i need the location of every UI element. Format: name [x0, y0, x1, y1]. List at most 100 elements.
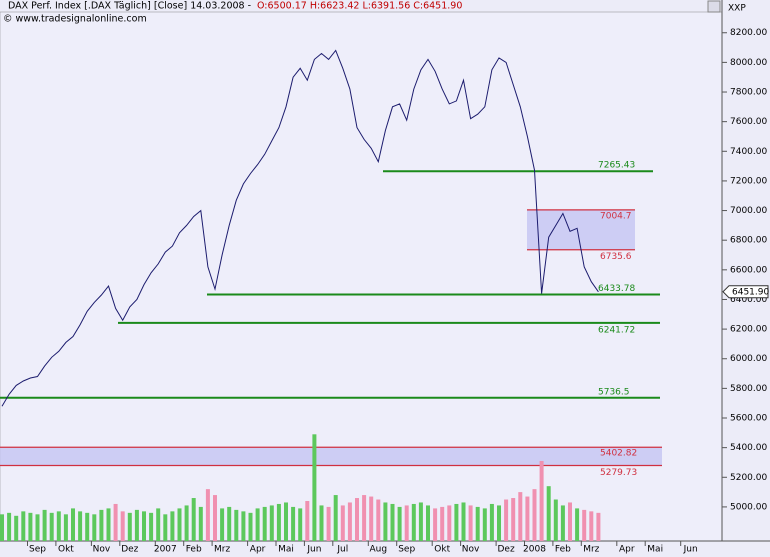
y-tick-label: 5000.00: [730, 502, 767, 512]
volume-bar: [113, 503, 118, 541]
volume-bar: [14, 515, 19, 541]
volume-bar: [312, 434, 317, 541]
x-tick-label: 2008: [523, 545, 546, 555]
zone-high-label: 5402.82: [600, 449, 637, 459]
zone-high-label: 7004.7: [600, 211, 632, 221]
zone-low-label: 6735.6: [600, 252, 632, 262]
volume-bar: [447, 505, 452, 541]
last-price-box: [722, 285, 769, 299]
chart-title: DAX Perf. Index [.DAX Täglich] [Close] 1…: [8, 1, 251, 12]
x-tick-label: Okt: [58, 545, 74, 555]
y-tick-label: 8200.00: [730, 28, 767, 38]
volume-bar: [546, 486, 551, 541]
volume-bar: [56, 511, 61, 541]
x-tick-label: Jun: [683, 545, 698, 555]
x-tick-label: Okt: [434, 545, 450, 555]
volume-bar: [305, 500, 310, 541]
volume-bar: [142, 511, 146, 541]
volume-bar: [291, 506, 296, 541]
volume-bar: [383, 502, 388, 541]
volume-bar: [71, 508, 75, 541]
volume-bar: [482, 508, 487, 541]
volume-bar: [454, 503, 459, 541]
close-button[interactable]: [707, 0, 721, 13]
volume-bar: [163, 514, 168, 541]
volume-bar: [227, 506, 232, 541]
volume-bar: [213, 495, 217, 541]
volume-bar: [298, 508, 303, 541]
volume-bar: [78, 511, 83, 541]
ohlc: O:6500.17 H:6623.42 L:6391.56 C:6451.90: [257, 1, 462, 12]
volume-bar: [120, 511, 125, 541]
volume-bar: [355, 498, 359, 541]
volume-bar: [269, 505, 274, 541]
price-line: [1, 49, 599, 407]
volume-bar: [21, 511, 26, 541]
volume-bar: [397, 506, 402, 541]
axis-unit: XXP: [728, 4, 746, 14]
volume-bar: [262, 506, 267, 541]
volume-bar: [461, 502, 466, 541]
volume-bar: [42, 509, 47, 541]
volume-bar: [191, 498, 196, 541]
volume-bar: [532, 489, 537, 541]
volume-bar: [340, 505, 345, 541]
x-tick-label: Aug: [370, 545, 388, 555]
volume-bar: [468, 505, 473, 541]
x-tick-label: Mrz: [214, 545, 230, 555]
volume-bar: [426, 505, 430, 541]
x-tick-label: Nov: [93, 545, 111, 555]
volume-bar: [170, 511, 175, 541]
level-label: 5736.5: [598, 387, 630, 397]
volume-bar: [504, 499, 509, 541]
y-tick-label: 7200.00: [730, 176, 767, 186]
volume-bar: [276, 503, 281, 541]
y-tick-label: 6800.00: [730, 236, 767, 246]
x-tick-label: Nov: [462, 545, 480, 555]
x-tick-label: Apr: [250, 545, 266, 555]
level-label: 6433.78: [598, 284, 635, 294]
volume-bar: [198, 506, 203, 541]
volume-bar: [404, 505, 409, 541]
volume-bar: [525, 496, 530, 541]
y-tick-label: 6200.00: [730, 325, 767, 335]
level-label: 7265.43: [598, 161, 635, 171]
y-tick-label: 5400.00: [730, 443, 767, 453]
volume-bar: [326, 506, 331, 541]
x-tick-label: Apr: [619, 545, 635, 555]
volume-bar: [589, 511, 594, 541]
volume-bar: [582, 509, 587, 541]
volume-bar: [134, 509, 139, 541]
x-tick-label: Jul: [336, 545, 348, 555]
volume-bar: [35, 514, 40, 541]
source: © www.tradesignalonline.com: [3, 14, 147, 25]
volume-bar: [156, 508, 161, 541]
volume-bar: [596, 512, 601, 541]
volume-bar: [411, 503, 416, 541]
x-tick-label: Mai: [278, 545, 294, 555]
volume-bar: [127, 512, 132, 541]
volume-bar: [489, 503, 494, 541]
y-tick-label: 5600.00: [730, 414, 767, 424]
volume-bar: [553, 499, 558, 541]
y-tick-label: 7400.00: [730, 147, 767, 157]
x-tick-label: 2007: [154, 545, 177, 555]
volume-bar: [362, 495, 367, 541]
volume-bar: [63, 514, 68, 541]
last-price-label: 6451.90: [732, 287, 769, 297]
x-tick-label: Dez: [497, 545, 514, 555]
x-tick-label: Jun: [306, 545, 321, 555]
volume-bar: [575, 508, 580, 541]
volume-bar: [205, 489, 210, 541]
x-tick-label: Mai: [647, 545, 663, 555]
x-tick-label: Mrz: [583, 545, 599, 555]
volume-bar: [149, 512, 154, 541]
volume-bar: [234, 509, 239, 541]
volume-bar: [220, 508, 225, 541]
y-tick-label: 5200.00: [730, 473, 767, 483]
volume-bar: [333, 495, 338, 541]
volume-bar: [0, 514, 4, 541]
volume-bar: [568, 502, 572, 541]
zone: [0, 447, 662, 466]
volume-bar: [248, 512, 253, 541]
